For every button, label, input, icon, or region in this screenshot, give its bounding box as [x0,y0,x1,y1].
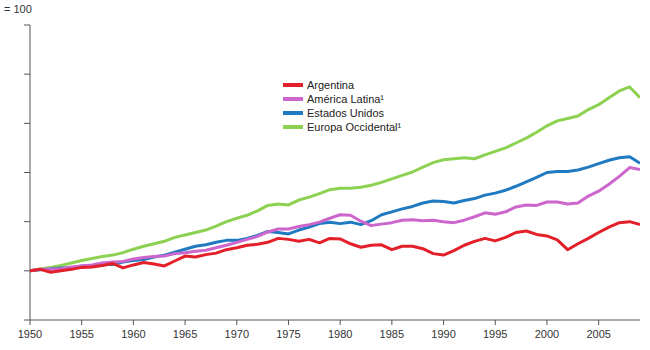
x-axis [30,320,640,321]
y-tick [24,221,30,222]
x-tick [546,320,547,325]
legend-label: Argentina [307,79,355,91]
y-tick [24,270,30,271]
y-tick [24,320,30,321]
x-tick-label: 1950 [18,328,42,340]
legend-swatch [283,97,303,101]
legend-label: Estados Unidos [307,107,385,119]
legend-label: Europa Occidental¹ [307,121,401,133]
x-tick [236,320,237,325]
x-tick [443,320,444,325]
x-tick-label: 1980 [328,328,352,340]
series-line [30,87,640,271]
legend-swatch [283,83,303,87]
x-tick-label: 1965 [173,328,197,340]
x-tick-label: 1995 [483,328,507,340]
legend-label: América Latina¹ [307,93,384,105]
y-axis [30,25,31,320]
y-tick [24,123,30,124]
legend: Argentina América Latina¹ Estados Unidos Eu… [283,79,401,133]
chart: 1950 1955 1960 1965 1970 1975 1980 1985 1990 1995… [0,0,650,350]
y-tick [24,25,30,26]
legend-swatch [283,125,303,129]
series-group [30,87,640,272]
x-tick-label: 1985 [380,328,404,340]
x-tick [340,320,341,325]
x-tick-label: 1960 [121,328,145,340]
x-tick-label: 1955 [69,328,93,340]
x-tick [288,320,289,325]
series-line [30,222,640,273]
legend-swatch [283,111,303,115]
y-tick [24,74,30,75]
x-tick-label: 2005 [586,328,610,340]
y-tick [24,172,30,173]
x-tick-label: 1975 [276,328,300,340]
y-axis-title: = 100 [4,3,32,15]
x-tick [81,320,82,325]
x-tick [598,320,599,325]
x-tick-label: 2000 [535,328,559,340]
series-line [30,168,640,271]
x-tick [391,320,392,325]
x-tick [133,320,134,325]
series-line [30,157,640,271]
x-tick [30,320,31,325]
x-tick [495,320,496,325]
x-tick-label: 1970 [225,328,249,340]
x-tick-label: 1990 [431,328,455,340]
x-tick [185,320,186,325]
